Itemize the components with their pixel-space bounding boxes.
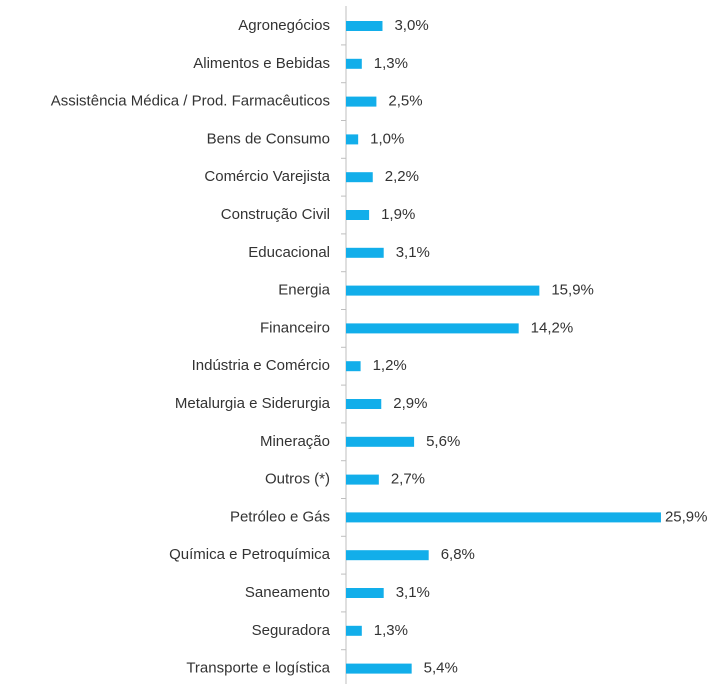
value-label: 5,4% xyxy=(424,660,458,677)
value-label: 1,3% xyxy=(374,622,408,639)
value-label: 2,9% xyxy=(393,395,427,412)
category-label: Indústria e Comércio xyxy=(192,357,330,374)
bar xyxy=(346,285,540,296)
value-label: 25,9% xyxy=(665,508,708,525)
bar xyxy=(346,134,359,145)
bar xyxy=(346,399,382,409)
category-label: Financeiro xyxy=(260,319,330,336)
value-label: 1,0% xyxy=(370,130,404,147)
category-label: Química e Petroquímica xyxy=(169,546,331,563)
bar xyxy=(346,625,362,636)
category-label: Petróleo e Gás xyxy=(230,508,330,525)
bar xyxy=(346,663,412,674)
value-label: 3,0% xyxy=(394,17,428,34)
value-label: 6,8% xyxy=(441,546,475,563)
bar xyxy=(346,247,384,258)
bar xyxy=(346,21,383,31)
category-label: Saneamento xyxy=(245,584,330,601)
value-label: 5,6% xyxy=(426,433,460,450)
value-label: 1,2% xyxy=(373,357,407,374)
value-label: 1,9% xyxy=(381,206,415,223)
value-label: 3,1% xyxy=(396,244,430,261)
category-label: Outros (*) xyxy=(265,471,330,488)
category-label: Assistência Médica / Prod. Farmacêuticos xyxy=(51,93,330,110)
bar xyxy=(346,58,362,69)
bar xyxy=(346,550,429,561)
bar xyxy=(346,96,377,107)
value-label: 3,1% xyxy=(396,584,430,601)
category-label: Agronegócios xyxy=(238,17,330,34)
bar xyxy=(346,323,519,334)
bar xyxy=(346,436,415,447)
category-label: Alimentos e Bebidas xyxy=(193,55,330,72)
category-label: Transporte e logística xyxy=(186,660,330,677)
category-label: Bens de Consumo xyxy=(207,130,330,147)
value-label: 1,3% xyxy=(374,55,408,72)
value-label: 14,2% xyxy=(531,319,574,336)
bar xyxy=(346,474,379,485)
value-label: 15,9% xyxy=(551,282,594,299)
bar xyxy=(346,588,384,598)
category-label: Seguradora xyxy=(252,622,331,639)
bar xyxy=(346,361,361,372)
category-label: Mineração xyxy=(260,433,330,450)
category-label: Construção Civil xyxy=(221,206,330,223)
category-label: Comércio Varejista xyxy=(204,168,330,185)
bar xyxy=(346,172,373,183)
bar xyxy=(346,210,370,220)
category-label: Educacional xyxy=(248,244,330,261)
value-label: 2,5% xyxy=(388,93,422,110)
category-label: Metalurgia e Siderurgia xyxy=(175,395,331,412)
value-label: 2,2% xyxy=(385,168,419,185)
bar xyxy=(346,512,661,523)
category-label: Energia xyxy=(278,282,330,299)
value-label: 2,7% xyxy=(391,471,425,488)
